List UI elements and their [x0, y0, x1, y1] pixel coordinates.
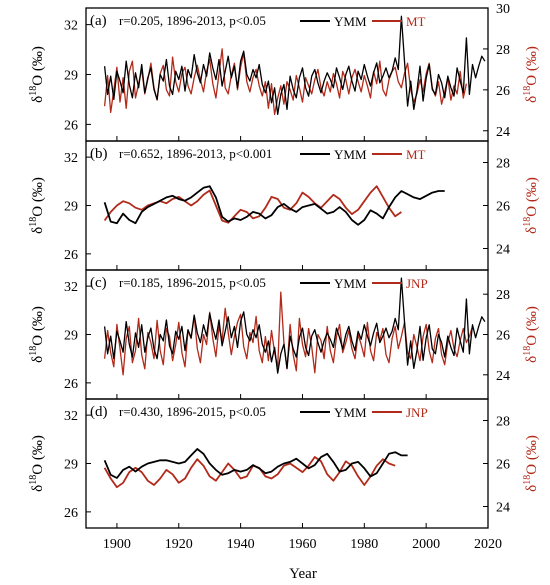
- panel-label: (d): [90, 404, 108, 420]
- y-left-tick-label: 29: [64, 200, 78, 215]
- x-axis-title: Year: [289, 566, 317, 582]
- panel-label: (a): [90, 13, 107, 29]
- series-line-mt: [103, 185, 402, 224]
- panel-label: (b): [90, 146, 108, 162]
- y-right-tick-label: 26: [496, 329, 510, 344]
- legend-label-proxy: MT: [406, 14, 426, 29]
- panel-d: 1900 1920 1940 1960 1980 2000 2020 26 29 32 24 26 28…: [28, 398, 540, 552]
- series-line-jnp: [103, 456, 396, 489]
- y-left-axis-title: δ18O (‰): [28, 46, 46, 103]
- y-right-tick-label: 24: [496, 125, 510, 140]
- x-tick-label: 1980: [350, 537, 378, 552]
- y-left-tick-label: 32: [64, 19, 78, 34]
- stats-annotation: r=0.430, 1896-2015, p<0.05: [119, 404, 266, 419]
- x-tick-label: 2020: [474, 537, 502, 552]
- x-tick-label: 1960: [288, 537, 316, 552]
- y-left-axis-title: δ18O (‰): [28, 177, 46, 234]
- y-left-axis-title: δ18O (‰): [28, 306, 46, 363]
- stats-annotation: r=0.205, 1896-2013, p<0.05: [119, 13, 266, 28]
- legend-label-ymm: YMM: [334, 14, 367, 29]
- legend-label-proxy: JNP: [406, 276, 428, 291]
- y-right-axis-title: δ18O (‰): [522, 306, 540, 363]
- y-left-tick-label: 32: [64, 409, 78, 424]
- stats-annotation: r=0.652, 1896-2013, p<0.001: [119, 146, 272, 161]
- panel-b: 26 29 32 24 26 28 δ18O (‰) δ18O (‰) (b) r=0.652, …: [28, 140, 540, 271]
- legend-label-proxy: JNP: [406, 405, 428, 420]
- y-left-tick-label: 32: [64, 151, 78, 166]
- y-right-tick-label: 24: [496, 501, 510, 516]
- y-right-tick-label: 30: [496, 2, 510, 17]
- y-left-tick-label: 29: [64, 69, 78, 84]
- y-left-tick-label: 32: [64, 280, 78, 295]
- x-tick-label: 1940: [227, 537, 255, 552]
- panel-c: 26 29 32 24 26 28 δ18O (‰) δ18O (‰) (c) r=0.185, …: [28, 269, 540, 400]
- x-tick-label: 1900: [103, 537, 131, 552]
- y-left-axis-title: δ18O (‰): [28, 435, 46, 492]
- y-left-tick-label: 26: [64, 248, 78, 263]
- y-left-tick-label: 29: [64, 458, 78, 473]
- panel-a: 26 29 32 24 26 28 30 δ18O (‰) δ18O (‰) (a) r=0.205…: [28, 2, 540, 142]
- legend-label-ymm: YMM: [334, 147, 367, 162]
- series-line-ymm: [103, 448, 408, 479]
- stats-annotation: r=0.185, 1896-2015, p<0.05: [119, 275, 266, 290]
- series-line-ymm: [103, 185, 445, 226]
- y-right-axis-title: δ18O (‰): [522, 46, 540, 103]
- y-right-tick-label: 26: [496, 458, 510, 473]
- y-right-tick-label: 28: [496, 43, 510, 58]
- legend-label-ymm: YMM: [334, 405, 367, 420]
- legend-label-ymm: YMM: [334, 276, 367, 291]
- series-line-jnp: [103, 291, 474, 376]
- y-right-tick-label: 26: [496, 200, 510, 215]
- y-right-axis-title: δ18O (‰): [522, 435, 540, 492]
- series-line-ymm: [103, 15, 486, 116]
- y-left-tick-label: 26: [64, 377, 78, 392]
- panel-label: (c): [90, 275, 107, 291]
- y-right-tick-label: 26: [496, 84, 510, 99]
- y-right-tick-label: 24: [496, 243, 510, 258]
- y-left-tick-label: 26: [64, 118, 78, 133]
- y-right-tick-label: 28: [496, 415, 510, 430]
- y-left-tick-label: 29: [64, 329, 78, 344]
- panels: 26 29 32 24 26 28 30 δ18O (‰) δ18O (‰) (a) r=0.205…: [28, 2, 540, 552]
- y-right-tick-label: 24: [496, 369, 510, 384]
- x-tick-label: 1920: [165, 537, 193, 552]
- x-tick-label: 2000: [412, 537, 440, 552]
- y-left-tick-label: 26: [64, 506, 78, 521]
- y-right-tick-label: 28: [496, 288, 510, 303]
- y-right-tick-label: 28: [496, 157, 510, 172]
- legend-label-proxy: MT: [406, 147, 426, 162]
- series-line-ymm: [103, 277, 486, 374]
- y-right-axis-title: δ18O (‰): [522, 177, 540, 234]
